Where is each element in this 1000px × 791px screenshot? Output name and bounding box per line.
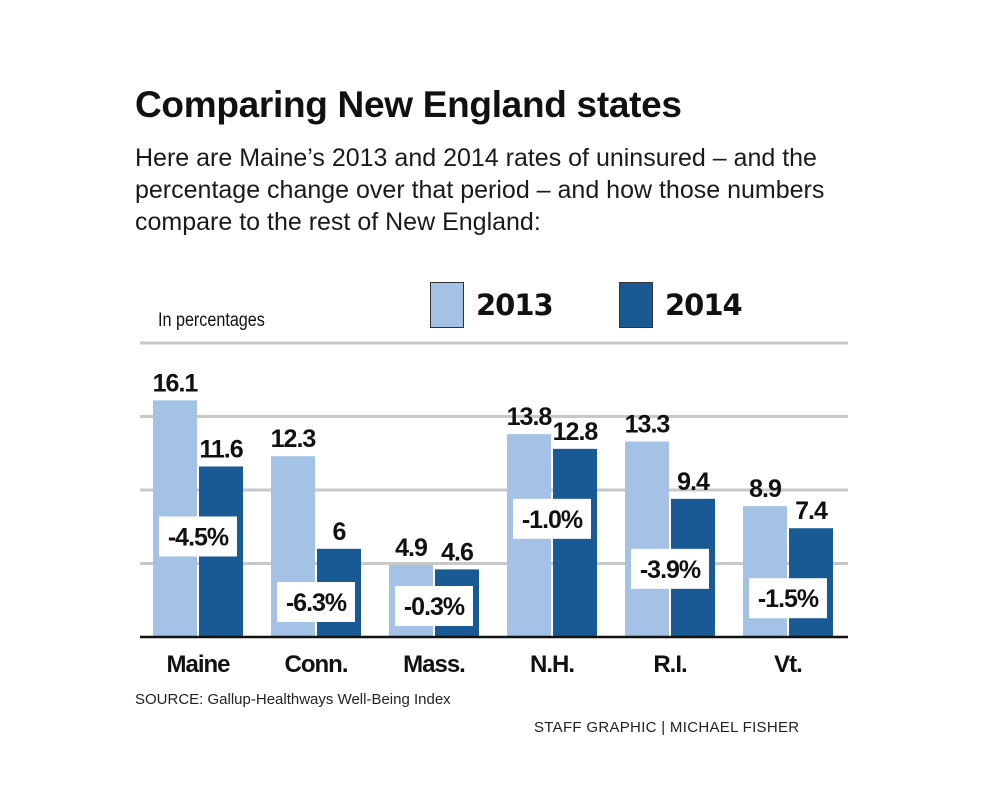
legend-item-2014: 2014: [619, 282, 743, 328]
change-box: [277, 582, 355, 622]
bar-2014-nh: [553, 448, 597, 637]
change-label: -6.3%: [286, 589, 347, 617]
x-tick-label: R.I.: [653, 651, 687, 678]
bar-2013-ri: [625, 441, 669, 637]
change-box: [749, 578, 827, 619]
chart-title: Comparing New England states: [135, 84, 682, 125]
value-label: 7.4: [795, 497, 828, 525]
value-label: 6: [333, 518, 346, 546]
value-label: 8.9: [749, 475, 781, 503]
source-note: SOURCE: Gallup-Healthways Well-Being Ind…: [135, 691, 451, 708]
value-label: 4.9: [395, 534, 427, 562]
legend-label-2013: 2013: [476, 288, 554, 322]
change-label: -3.9%: [640, 556, 701, 584]
chart-subtitle: Here are Maine’s 2013 and 2014 rates of …: [135, 144, 825, 236]
x-tick-label: Vt.: [774, 651, 802, 678]
x-tick-label: N.H.: [530, 651, 574, 678]
change-box: [159, 516, 237, 557]
value-label: 9.4: [677, 468, 710, 496]
value-label: 12.3: [271, 425, 316, 453]
legend-swatch-2013: [430, 282, 464, 328]
change-label: -0.3%: [404, 593, 465, 621]
change-label: -1.0%: [522, 506, 583, 534]
value-label: 16.1: [153, 369, 199, 397]
x-tick-label: Conn.: [285, 651, 348, 678]
value-label: 12.8: [553, 418, 599, 446]
credit-note: STAFF GRAPHIC | MICHAEL FISHER: [534, 719, 800, 736]
change-box: [631, 548, 709, 589]
change-label: -4.5%: [168, 523, 229, 551]
value-label: 11.6: [199, 435, 242, 463]
legend-item-2013: 2013: [430, 282, 554, 328]
value-label: 13.8: [507, 403, 553, 431]
change-label: -1.5%: [758, 585, 819, 613]
x-tick-label: Maine: [166, 651, 230, 678]
y-axis-unit-label: In percentages: [158, 310, 265, 331]
value-label: 4.6: [441, 538, 473, 566]
x-tick-label: Mass.: [403, 651, 465, 678]
legend-swatch-2014: [619, 282, 653, 328]
value-label: 13.3: [625, 410, 670, 438]
change-box: [513, 498, 591, 539]
change-box: [395, 586, 473, 626]
legend-label-2014: 2014: [665, 288, 743, 322]
